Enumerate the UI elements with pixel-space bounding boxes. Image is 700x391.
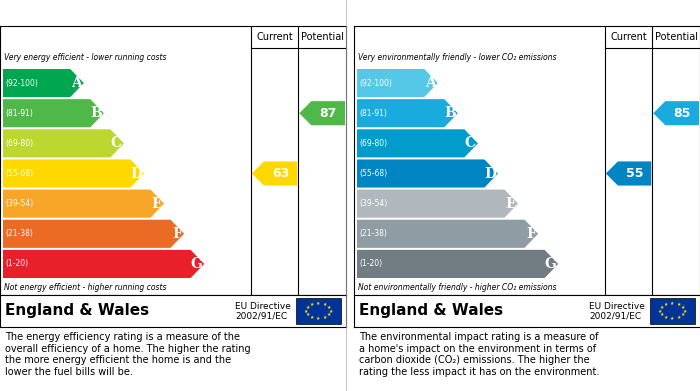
- Text: ★: ★: [310, 302, 314, 307]
- Polygon shape: [357, 190, 518, 218]
- Text: Potential: Potential: [654, 32, 698, 42]
- Text: (39-54): (39-54): [5, 199, 34, 208]
- Polygon shape: [3, 129, 124, 158]
- Polygon shape: [3, 190, 164, 218]
- Text: ★: ★: [676, 302, 681, 307]
- Polygon shape: [606, 161, 651, 186]
- Text: (92-100): (92-100): [359, 79, 392, 88]
- Text: ★: ★: [681, 305, 685, 310]
- Text: The environmental impact rating is a measure of
a home's impact on the environme: The environmental impact rating is a mea…: [359, 332, 599, 377]
- Text: ★: ★: [310, 315, 314, 320]
- Text: ★: ★: [323, 315, 327, 320]
- Text: (69-80): (69-80): [5, 139, 33, 148]
- Polygon shape: [357, 99, 458, 127]
- Polygon shape: [653, 101, 699, 125]
- Polygon shape: [3, 250, 204, 278]
- Text: ★: ★: [327, 305, 331, 310]
- Text: (92-100): (92-100): [5, 79, 38, 88]
- Text: E: E: [151, 197, 162, 211]
- Text: (21-38): (21-38): [5, 229, 33, 238]
- Text: ★: ★: [682, 308, 687, 314]
- Text: 55: 55: [626, 167, 643, 180]
- Text: (69-80): (69-80): [359, 139, 387, 148]
- Text: (39-54): (39-54): [359, 199, 387, 208]
- Text: ★: ★: [304, 308, 308, 314]
- Polygon shape: [252, 161, 298, 186]
- Polygon shape: [3, 160, 144, 188]
- Text: F: F: [526, 227, 536, 241]
- Polygon shape: [3, 220, 184, 248]
- Polygon shape: [300, 101, 345, 125]
- Text: ★: ★: [670, 316, 675, 321]
- Text: ★: ★: [664, 315, 668, 320]
- Polygon shape: [357, 220, 538, 248]
- Text: (21-38): (21-38): [359, 229, 387, 238]
- Text: ★: ★: [316, 301, 321, 306]
- Text: 85: 85: [673, 107, 691, 120]
- Text: G: G: [545, 257, 556, 271]
- Text: 2002/91/EC: 2002/91/EC: [235, 311, 288, 320]
- Text: Environmental Impact (CO₂) Rating: Environmental Impact (CO₂) Rating: [363, 6, 637, 20]
- Text: C: C: [465, 136, 476, 151]
- Text: England & Wales: England & Wales: [5, 303, 149, 319]
- Text: ★: ★: [316, 316, 321, 321]
- Text: Current: Current: [610, 32, 647, 42]
- Text: Not environmentally friendly - higher CO₂ emissions: Not environmentally friendly - higher CO…: [358, 283, 556, 292]
- Polygon shape: [357, 160, 498, 188]
- Text: ★: ★: [305, 305, 309, 310]
- Text: ★: ★: [681, 312, 685, 317]
- Text: ★: ★: [659, 312, 664, 317]
- Text: ★: ★: [327, 312, 331, 317]
- Polygon shape: [357, 129, 478, 158]
- Text: 87: 87: [319, 107, 337, 120]
- Text: (55-68): (55-68): [5, 169, 33, 178]
- Text: C: C: [111, 136, 122, 151]
- Text: Very energy efficient - lower running costs: Very energy efficient - lower running co…: [4, 54, 167, 63]
- Text: (1-20): (1-20): [359, 260, 382, 269]
- Text: D: D: [130, 167, 142, 181]
- Text: A: A: [425, 76, 436, 90]
- Text: A: A: [71, 76, 82, 90]
- Text: Potential: Potential: [300, 32, 344, 42]
- Bar: [296, 298, 341, 324]
- Text: E: E: [505, 197, 516, 211]
- Text: ★: ★: [676, 315, 681, 320]
- Text: Not energy efficient - higher running costs: Not energy efficient - higher running co…: [4, 283, 167, 292]
- Polygon shape: [357, 69, 438, 97]
- Text: (81-91): (81-91): [359, 109, 387, 118]
- Bar: [650, 298, 695, 324]
- Text: 63: 63: [272, 167, 289, 180]
- Text: ★: ★: [329, 308, 333, 314]
- Text: EU Directive: EU Directive: [235, 302, 291, 311]
- Text: ★: ★: [323, 302, 327, 307]
- Text: (1-20): (1-20): [5, 260, 28, 269]
- Text: ★: ★: [657, 308, 662, 314]
- Text: England & Wales: England & Wales: [359, 303, 503, 319]
- Text: B: B: [90, 106, 102, 120]
- Text: Current: Current: [256, 32, 293, 42]
- Text: EU Directive: EU Directive: [589, 302, 645, 311]
- Text: B: B: [444, 106, 456, 120]
- Polygon shape: [3, 99, 104, 127]
- Text: (55-68): (55-68): [359, 169, 387, 178]
- Text: ★: ★: [305, 312, 309, 317]
- Text: ★: ★: [670, 301, 675, 306]
- Text: Energy Efficiency Rating: Energy Efficiency Rating: [8, 6, 199, 20]
- Text: Very environmentally friendly - lower CO₂ emissions: Very environmentally friendly - lower CO…: [358, 54, 556, 63]
- Polygon shape: [3, 69, 84, 97]
- Text: F: F: [172, 227, 182, 241]
- Polygon shape: [357, 250, 558, 278]
- Text: D: D: [484, 167, 496, 181]
- Text: G: G: [190, 257, 202, 271]
- Text: 2002/91/EC: 2002/91/EC: [589, 311, 641, 320]
- Text: (81-91): (81-91): [5, 109, 33, 118]
- Text: ★: ★: [659, 305, 664, 310]
- Text: The energy efficiency rating is a measure of the
overall efficiency of a home. T: The energy efficiency rating is a measur…: [5, 332, 251, 377]
- Text: ★: ★: [664, 302, 668, 307]
